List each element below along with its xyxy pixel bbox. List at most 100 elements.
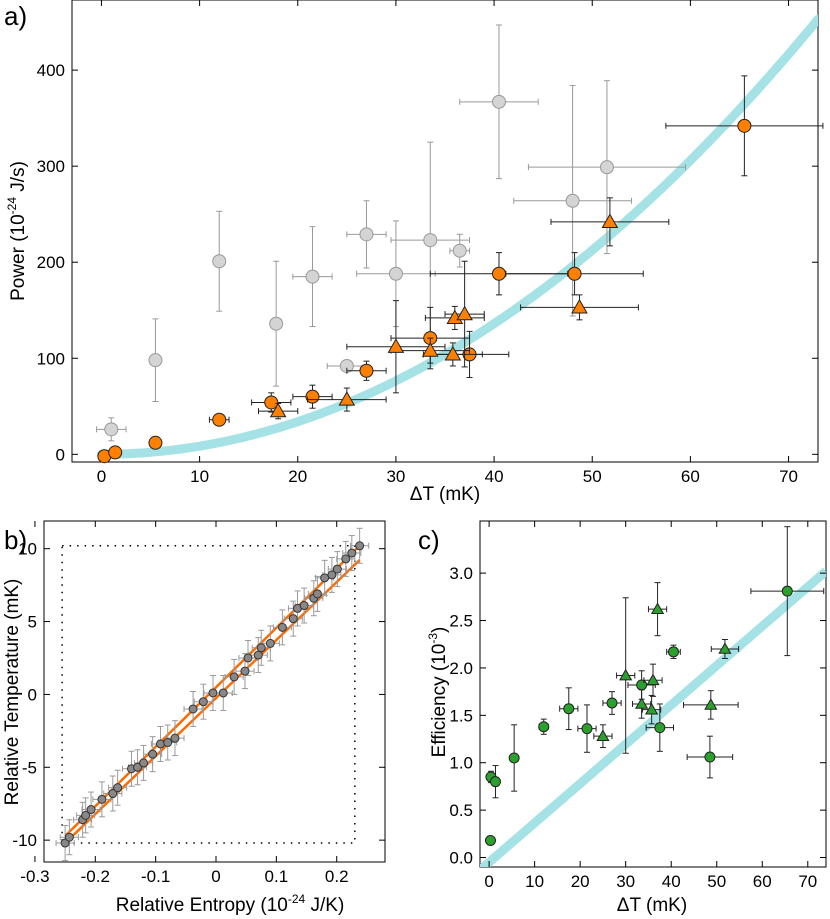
panel-c-circle-point xyxy=(781,585,793,597)
panel-a-gray-circle-point xyxy=(269,316,284,331)
panel-b-cycle-box xyxy=(61,545,356,844)
panel-c-y-tick-label: 3.0 xyxy=(449,564,473,583)
panel-c-x-tick-label: 70 xyxy=(798,872,817,891)
panel-b-data-point xyxy=(139,758,149,768)
panel-a-x-tick-label: 0 xyxy=(97,467,106,486)
panel-b-data-point xyxy=(243,653,253,663)
panel-b-data-point xyxy=(218,688,228,698)
panel-a-orange-triangle-point xyxy=(571,298,588,314)
panel-c-x-tick-label: 40 xyxy=(662,872,681,891)
panel-a-orange-circle-point xyxy=(108,445,123,460)
panel-c-y-tick-label: 1.5 xyxy=(449,706,473,725)
panel-b: b) -0.3 -0.2 -0.1 0 0.1 0.2 -10 -5 0 5 10 Relative… xyxy=(2,520,386,916)
panel-b-x-label-unit: J/K) xyxy=(305,895,344,916)
panel-c-y-axis-label: Efficiency (10-3) xyxy=(426,627,450,758)
panel-c-triangle-point xyxy=(645,702,659,715)
panel-c-circle-point xyxy=(606,697,618,709)
panel-b-data-point xyxy=(347,548,357,558)
panel-b-y-tick-label: 0 xyxy=(28,685,37,704)
panel-b-data-point xyxy=(355,541,365,551)
panel-a-gray-circle-point xyxy=(388,266,403,281)
panel-b-data-point xyxy=(312,589,322,599)
panel-c-letter: c) xyxy=(418,525,440,555)
panel-c-circle-point xyxy=(538,721,550,733)
panel-b-data-point xyxy=(97,794,107,804)
panel-c-circle-point xyxy=(636,679,648,691)
panel-a-y-label-exponent: -24 xyxy=(5,197,19,215)
panel-a-orange-circle-point xyxy=(212,412,227,427)
panel-c-circle-point xyxy=(654,722,666,734)
panel-b-data-point xyxy=(188,704,198,714)
panel-c-circle-point xyxy=(563,703,575,715)
panel-c-x-tick-label: 0 xyxy=(484,872,493,891)
panel-b-data-point xyxy=(265,638,275,648)
panel-a-y-tick-label: 0 xyxy=(56,445,65,464)
panel-c-triangle-point xyxy=(646,673,660,686)
panel-b-data-point xyxy=(86,805,96,815)
panel-a-gray-circle-point xyxy=(491,94,506,109)
panel-c-circle-point xyxy=(508,752,520,764)
panel-a-orange-triangle-point xyxy=(456,305,473,321)
panel-a-x-tick-label: 30 xyxy=(386,467,405,486)
panel-a-orange-circle-point xyxy=(359,363,374,378)
panel-c-axes: 0 10 20 30 40 50 60 70 0.0 0.5 1.0 1.5 2.0 2.5 3.0 xyxy=(449,521,826,891)
panel-b-data-point xyxy=(299,601,309,611)
panel-c-y-tick-label: 2.5 xyxy=(449,612,473,631)
panel-b-plot-frame xyxy=(43,520,386,863)
panel-b-data-point xyxy=(327,570,337,580)
panel-a-gray-circle-point xyxy=(565,193,580,208)
panel-c-x-axis-label: ΔT (mK) xyxy=(617,895,687,916)
panel-b-x-tick-label: 0.2 xyxy=(325,867,349,886)
panel-c-x-tick-label: 20 xyxy=(571,872,590,891)
panel-a-x-tick-label: 70 xyxy=(779,467,798,486)
panel-a-plot-frame xyxy=(71,0,819,463)
panel-a-axes: 0 10 20 30 40 50 60 70 0 100 200 300 400 xyxy=(37,0,818,486)
panel-b-x-axis-label: Relative Entropy (10-24 J/K) xyxy=(116,892,345,916)
panel-a-x-axis-label: ΔT (mK) xyxy=(410,484,480,505)
panel-c-triangle-point xyxy=(635,697,649,709)
panel-c-y-label-exponent: -3 xyxy=(426,633,440,644)
panel-c-y-label-unit: ) xyxy=(429,627,450,633)
panel-b-y-tick-label: -10 xyxy=(12,831,37,850)
panel-c-triangle-point xyxy=(718,642,732,654)
panel-b-letter: b) xyxy=(4,525,27,555)
panel-b-y-axis-label: Relative Temperature (mK) xyxy=(2,579,23,806)
panel-a-gray-circle-point xyxy=(212,254,227,269)
panel-a-gray-circle-point xyxy=(104,422,119,437)
panel-c-y-tick-label: 1.0 xyxy=(449,754,473,773)
panel-c: c) 0 10 20 30 40 50 60 700.00.51.01.52.02.53.0 … xyxy=(418,520,827,916)
panel-a-y-tick-label: 100 xyxy=(37,349,65,368)
panel-c-y-tick-label: 2.0 xyxy=(449,659,473,678)
panel-c-triangle-point xyxy=(650,602,665,614)
panel-a-x-tick-label: 50 xyxy=(583,467,602,486)
panel-c-triangle-point xyxy=(596,729,610,741)
panel-b-data-point xyxy=(155,739,165,749)
panel-a-orange-circle-point xyxy=(491,266,506,281)
panel-a-y-tick-label: 400 xyxy=(37,61,65,80)
panel-c-plot-frame xyxy=(479,520,827,868)
panel-b-data-point xyxy=(163,738,173,748)
panel-a-gray-circle-point xyxy=(148,353,163,368)
panel-c-y-tick-label: 0.0 xyxy=(449,849,473,868)
panel-a-orange-circle-point xyxy=(567,266,582,281)
panel-a-orange-triangle-point xyxy=(601,213,619,228)
panel-a-orange-triangle-point xyxy=(421,342,439,357)
panel-c-y-label-main: Efficiency (10 xyxy=(429,644,450,758)
panel-a-y-axis-label: Power (10-24 J/s) xyxy=(5,161,29,301)
panel-c-fit-line xyxy=(480,567,826,867)
panel-b-axes: -0.3 -0.2 -0.1 0 0.1 0.2 -10 -5 0 5 10 xyxy=(12,521,385,886)
panel-b-data-point xyxy=(240,666,250,676)
panel-b-data-point xyxy=(198,697,208,707)
panel-a-orange-circle-point xyxy=(737,118,752,133)
panel-b-x-label-main: Relative Entropy (10 xyxy=(116,895,288,916)
panel-a-gray-circle-point xyxy=(599,160,614,175)
panel-b-x-tick-label: 0 xyxy=(211,867,220,886)
panel-c-circle-point xyxy=(489,776,501,788)
panel-b-data xyxy=(55,527,370,862)
panel-b-x-label-exponent: -24 xyxy=(288,892,306,906)
panel-c-triangle-point xyxy=(704,698,718,710)
panel-b-x-tick-label: 0.1 xyxy=(265,867,289,886)
panel-a-orange-circle-point xyxy=(264,395,279,410)
panel-a-fit-curve xyxy=(96,14,818,459)
